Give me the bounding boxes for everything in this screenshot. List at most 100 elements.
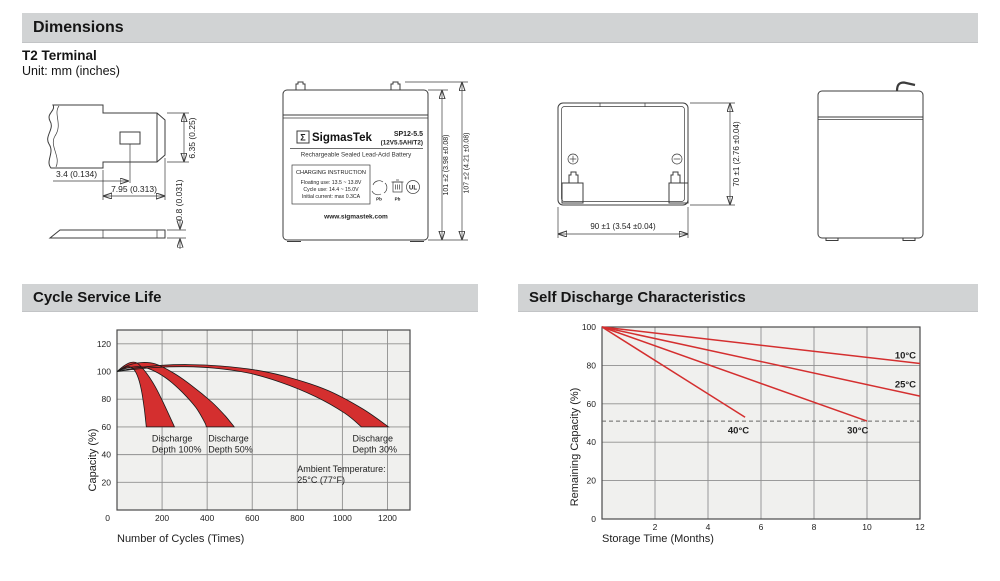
y-tick-label: 120: [97, 339, 111, 349]
ul-icon: UL: [406, 180, 420, 194]
y-axis-label: Remaining Capacity (%): [569, 388, 581, 507]
y-tick-label: 60: [102, 422, 112, 432]
battery-side-view: [817, 81, 924, 241]
x-axis-label: Number of Cycles (Times): [117, 533, 244, 545]
temperature-label: 25°C: [895, 379, 916, 390]
terminal-side-profile: [48, 229, 166, 239]
website: www.sigmastek.com: [323, 214, 388, 221]
dim-depth-label: 70 ±1 (2.76 ±0.04): [732, 121, 741, 187]
y-tick-label: 40: [102, 450, 112, 460]
annotation: Discharge: [353, 433, 394, 443]
terminal-tab: [568, 171, 579, 183]
top-view-inner-wall: [561, 106, 685, 202]
battery-body: [282, 89, 429, 241]
svg-text:Pb: Pb: [395, 197, 401, 202]
band-outline: [116, 361, 176, 428]
section-header-self-discharge: Self Discharge Characteristics: [518, 284, 978, 312]
break-line: [52, 105, 60, 168]
annotation: 25°C (77°F): [297, 475, 345, 485]
positive-terminal-icon: [567, 153, 579, 165]
y-tick-label: 100: [582, 322, 596, 332]
dim-hole-offset-label: 3.4 (0.134): [56, 169, 97, 179]
svg-text:UL: UL: [409, 186, 417, 192]
tick-labels: 200 400 600 800 1000 1200 0 20 40 60 80 100 120: [97, 339, 397, 523]
self-discharge-title: Self Discharge Characteristics: [529, 289, 746, 306]
positive-terminal-block: [561, 182, 584, 204]
y-tick-label: 20: [587, 476, 597, 486]
charging-line-2: Cycle use: 14.4 ~ 15.0V: [303, 187, 359, 193]
annotation: Discharge: [208, 433, 249, 443]
annotation: Discharge: [152, 433, 193, 443]
x-axis-label: Storage Time (Months): [602, 533, 714, 545]
side-view-outline: [817, 90, 924, 239]
dim-tab-length-label: 7.95 (0.313): [111, 184, 157, 194]
x-tick-label: 600: [245, 513, 259, 523]
tick-labels: 2 4 6 8 10 12 0 20 40 60 80 100: [582, 322, 925, 532]
x-tick-label: 800: [290, 513, 304, 523]
series-line: [601, 326, 746, 418]
x-tick-label: 12: [915, 522, 925, 532]
sigma-glyph: Σ: [300, 133, 306, 143]
band-outlines: [116, 361, 390, 428]
annotation: Depth 30%: [353, 444, 398, 454]
unit-note: Unit: mm (inches): [22, 64, 120, 78]
y-tick-label: 80: [102, 394, 112, 404]
charging-title: CHARGING INSTRUCTION: [296, 170, 366, 176]
t2-terminal-heading: T2 Terminal: [22, 48, 97, 63]
x-tick-label: 4: [706, 522, 711, 532]
section-header-cycle-service-life: Cycle Service Life: [22, 284, 478, 312]
temperature-label: 40°C: [728, 426, 749, 437]
series-line: [601, 326, 921, 397]
brand-name: SigmasTek: [312, 132, 372, 144]
cycle-service-life-chart: 200 400 600 800 1000 1200 0 20 40 60 80 100 120 Numbe…: [87, 329, 411, 545]
dim-tab-width-label: 6.35 (0.25): [187, 117, 197, 158]
top-view-outline: [557, 102, 689, 206]
foot: [902, 237, 916, 241]
discharge-band: [117, 362, 235, 427]
plot-border: [116, 329, 411, 511]
dim-body-height-label: 101 ±2 (3.98 ±0.08): [443, 134, 450, 195]
pb-bin-icon: Pb: [391, 179, 404, 202]
x-tick-label: 2: [653, 522, 658, 532]
x-tick-label: 10: [862, 522, 872, 532]
terminal-detail-drawing: 3.4 (0.134) 7.95 (0.313) 6.35 (0.25) 0.8…: [47, 104, 197, 249]
y-axis-label: Capacity (%): [87, 429, 99, 492]
temperature-label: 10°C: [895, 351, 916, 362]
series-line: [601, 326, 921, 365]
terminal-wire: [895, 81, 916, 92]
terminal-tab: [295, 81, 306, 90]
terminal-hole: [119, 131, 141, 145]
pb-recycle-icon: Pb: [371, 180, 388, 202]
foot: [825, 237, 839, 241]
y-tick-label: 20: [102, 477, 112, 487]
x-tick-label: 1200: [378, 513, 397, 523]
annotation: Depth 50%: [208, 444, 253, 454]
charging-line-3: Initial current: max 0.3CA: [302, 194, 361, 200]
discharge-band: [117, 362, 175, 427]
dim-thickness-label: 0.8 (0.031): [174, 179, 184, 220]
negative-terminal-icon: [671, 153, 683, 165]
annotation: Ambient Temperature:: [297, 464, 385, 474]
section-header-dimensions: Dimensions: [22, 13, 978, 43]
self-discharge-chart: 2 4 6 8 10 12 0 20 40 60 80 100 Storage Time (Months…: [569, 322, 925, 545]
terminal-tab: [390, 81, 401, 90]
series-line: [601, 326, 868, 422]
y-tick-label: 100: [97, 367, 111, 377]
charging-instruction-box: [291, 164, 371, 205]
band-outline: [116, 364, 390, 428]
x-tick-label: 400: [200, 513, 214, 523]
battery-top-view: 90 ±1 (3.54 ±0.04) 70 ±1 (2.76 ±0.04): [557, 102, 741, 238]
dim-width-label: 90 ±1 (3.54 ±0.04): [590, 222, 656, 231]
svg-text:Pb: Pb: [376, 197, 382, 202]
x-tick-label: 1000: [333, 513, 352, 523]
x-tick-label: 8: [812, 522, 817, 532]
model-number: SP12-5.5: [394, 131, 423, 138]
model-spec: (12V5.5AH/T2): [381, 140, 423, 147]
y-tick-label: 40: [587, 437, 597, 447]
battery-type-line: Rechargeable Sealed Lead-Acid Battery: [301, 152, 412, 159]
y-tick-label: 60: [587, 399, 597, 409]
dimensions-title: Dimensions: [33, 18, 124, 36]
series-lines: [601, 326, 921, 422]
